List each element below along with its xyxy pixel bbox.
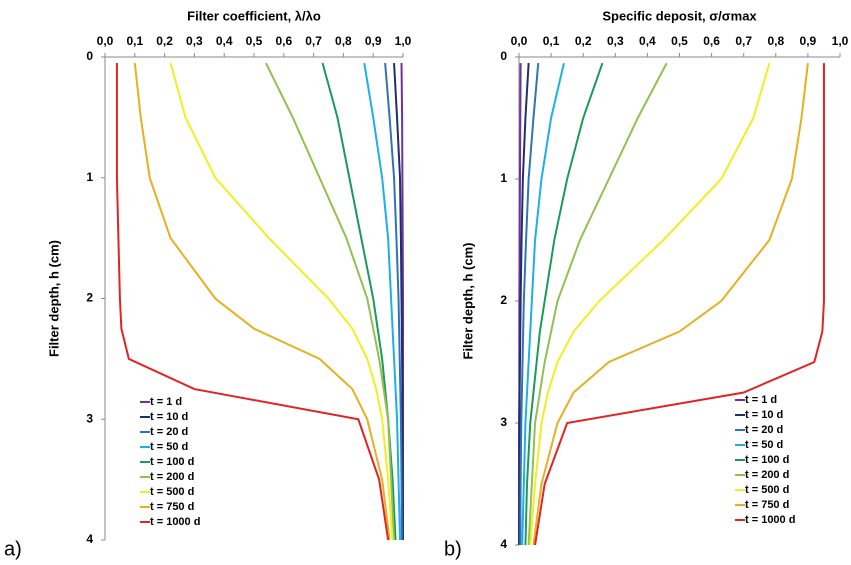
curve [529, 62, 771, 546]
curve [321, 62, 397, 541]
x-tick-label: 0,1 [543, 34, 560, 48]
x-tick-label: 0,9 [365, 34, 382, 48]
x-tick-label: 0,7 [305, 34, 322, 48]
curve [534, 63, 825, 546]
legend-label: t = 750 d [150, 501, 194, 513]
x-tick-label: 0,6 [703, 34, 720, 48]
curve [133, 62, 391, 541]
legend-label: t = 200 d [150, 471, 194, 483]
legend-label: t = 20 d [745, 424, 783, 436]
curve [532, 62, 809, 546]
legend-label: t = 50 d [150, 441, 188, 453]
x-tick-label: 0,1 [126, 34, 143, 48]
y-tick-label: 4 [500, 537, 507, 551]
y-tick-label: 4 [86, 532, 93, 546]
y-tick-label: 2 [86, 291, 93, 305]
curve [393, 62, 404, 540]
legend-label: t = 1000 d [150, 516, 200, 528]
x-tick-label: 1,0 [395, 34, 412, 48]
x-tick-label: 1,0 [832, 34, 849, 48]
legend-label: t = 100 d [745, 454, 789, 466]
curve [363, 62, 402, 541]
legend-label: t = 20 d [150, 426, 188, 438]
curve [521, 62, 565, 546]
y-tick-label: 1 [86, 170, 93, 184]
y-tick-label: 2 [500, 293, 507, 307]
curve [527, 62, 668, 546]
x-tick-label: 0,9 [800, 34, 817, 48]
y-tick-label: 3 [86, 411, 93, 425]
x-tick-label: 0,8 [335, 34, 352, 48]
legend-label: t = 1000 d [745, 514, 795, 526]
x-tick-label: 0,3 [186, 34, 203, 48]
legend-label: t = 50 d [745, 439, 783, 451]
curve [169, 62, 394, 541]
legend-label: t = 100 d [150, 456, 194, 468]
legend-label: t = 500 d [745, 484, 789, 496]
legend-label: t = 750 d [745, 499, 789, 511]
x-tick-label: 0,5 [246, 34, 263, 48]
y-tick-label: 0 [86, 49, 93, 63]
y-tick-label: 1 [500, 171, 507, 185]
y-axis-label: Filter depth, h (cm) [46, 240, 61, 357]
x-tick-label: 0,0 [97, 34, 114, 48]
x-tick-label: 0,6 [275, 34, 292, 48]
legend-label: t = 10 d [150, 411, 188, 423]
legend-label: t = 1 d [150, 396, 182, 408]
y-tick-label: 3 [500, 415, 507, 429]
x-tick-label: 0,4 [639, 34, 656, 48]
legend-label: t = 1 d [745, 394, 777, 406]
y-axis-label: Filter depth, h (cm) [460, 243, 475, 360]
curve [518, 63, 530, 545]
curve [265, 62, 396, 541]
x-tick-label: 0,5 [671, 34, 688, 48]
panel-label: b) [444, 538, 462, 560]
x-tick-label: 0,4 [216, 34, 233, 48]
curve [384, 62, 403, 541]
x-tick-label: 0,7 [735, 34, 752, 48]
x-tick-label: 0,2 [156, 34, 173, 48]
legend-label: t = 10 d [745, 409, 783, 421]
x-tick-label: 0,0 [511, 34, 528, 48]
panel-label: a) [4, 538, 22, 560]
chart-title: Filter coefficient, λ/λo [187, 8, 321, 23]
curve [524, 62, 604, 546]
x-tick-label: 0,2 [575, 34, 592, 48]
y-tick-label: 0 [500, 49, 507, 63]
x-tick-label: 0,8 [767, 34, 784, 48]
curve [115, 63, 390, 541]
chart-title: Specific deposit, σ/σmax [602, 8, 757, 23]
curve [519, 63, 540, 546]
x-tick-label: 0,3 [607, 34, 624, 48]
legend-label: t = 500 d [150, 486, 194, 498]
legend-label: t = 200 d [745, 469, 789, 481]
